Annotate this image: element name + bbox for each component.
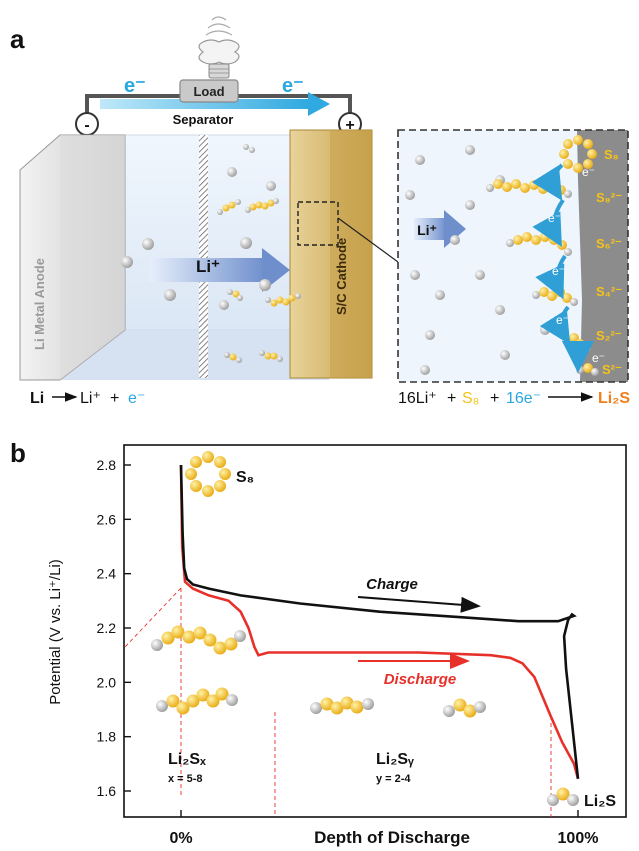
bulb-icon bbox=[198, 16, 240, 79]
species-s6-2: S₆²⁻ bbox=[596, 236, 622, 251]
s8-ring-inset bbox=[559, 135, 597, 173]
short-chain-1 bbox=[443, 698, 486, 718]
eq-electrons: 16e⁻ bbox=[506, 390, 541, 407]
separator-label: Separator bbox=[173, 112, 234, 127]
x-tick-label: 100% bbox=[558, 830, 599, 847]
cathode-equation: 16Li⁺ + S₈ + 16e⁻ Li₂S bbox=[398, 390, 630, 407]
x-axis-label: Depth of Discharge bbox=[314, 828, 470, 847]
x-axis: 0% 100% bbox=[169, 810, 598, 847]
panel-b: b 1.6 1.8 2.0 2.2 2.4 2.6 2.8 0% 100% Potential… bbox=[10, 438, 627, 847]
y-tick-label: 2.8 bbox=[97, 457, 117, 473]
x-tick-label: 0% bbox=[169, 830, 192, 847]
electron-label-left: e⁻ bbox=[124, 75, 146, 97]
long-chain-2 bbox=[156, 687, 238, 715]
species-s-2: S²⁻ bbox=[602, 362, 622, 377]
li2sy-label: Li₂Sᵧ bbox=[376, 751, 414, 768]
separator bbox=[199, 135, 208, 378]
li2s-label: Li₂S bbox=[584, 793, 616, 810]
species-s8-2: S₈²⁻ bbox=[596, 190, 622, 205]
zoom-li-arrow bbox=[414, 218, 446, 240]
potential-curves bbox=[179, 464, 580, 780]
zoom-electron-1: e⁻ bbox=[548, 211, 561, 225]
discharge-curve bbox=[179, 464, 580, 780]
charge-arrow bbox=[357, 596, 481, 613]
plot-frame bbox=[123, 444, 627, 818]
eq-li: Li bbox=[30, 390, 44, 407]
polysulfide-chains bbox=[217, 144, 301, 363]
panel-a: a e⁻ e⁻ Load - + Separator bbox=[10, 16, 630, 407]
charge-label: Charge bbox=[366, 576, 418, 593]
s8-ring-plot bbox=[185, 451, 231, 497]
discharge-label: Discharge bbox=[384, 671, 457, 688]
negative-terminal-label: - bbox=[84, 117, 89, 134]
zoom-electron-0: e⁻ bbox=[582, 165, 595, 179]
eq-li-ion: Li⁺ bbox=[80, 390, 101, 407]
species-s8: S₈ bbox=[604, 147, 619, 162]
eq-coef: 16Li⁺ bbox=[398, 390, 437, 407]
anode-equation: Li Li⁺ + e⁻ bbox=[30, 390, 145, 407]
zoom-electron-4: e⁻ bbox=[592, 351, 605, 365]
zoom-electron-2: e⁻ bbox=[552, 264, 565, 278]
anode-label: Li Metal Anode bbox=[32, 258, 47, 350]
y-tick-label: 2.4 bbox=[97, 566, 117, 582]
eq-s8: S₈ bbox=[462, 390, 479, 407]
eq-product: Li₂S bbox=[598, 390, 630, 407]
li2sx-label: Li₂Sₓ bbox=[168, 751, 206, 768]
li-ions bbox=[121, 167, 276, 310]
eq-plus: + bbox=[110, 390, 119, 407]
y-axis: 1.6 1.8 2.0 2.2 2.4 2.6 2.8 bbox=[97, 457, 131, 799]
li2sx-range: x = 5-8 bbox=[168, 773, 203, 785]
battery-cell: Li Metal Anode S/C Cathode Li⁺ bbox=[19, 129, 399, 381]
li2sy-range: y = 2-4 bbox=[376, 773, 411, 785]
species-s4-2: S₄²⁻ bbox=[596, 284, 622, 299]
long-chain-1 bbox=[151, 625, 246, 655]
y-axis-label: Potential (V vs. Li⁺/Li) bbox=[47, 559, 64, 704]
y-tick-label: 2.0 bbox=[97, 674, 117, 690]
y-tick-label: 1.8 bbox=[97, 729, 117, 745]
eq-plus-1: + bbox=[447, 390, 456, 407]
eq-plus-2: + bbox=[490, 390, 499, 407]
zoom-inset: Li⁺ bbox=[397, 129, 629, 383]
y-tick-label: 2.2 bbox=[97, 620, 117, 636]
charge-curve bbox=[179, 464, 580, 779]
y-tick-label: 1.6 bbox=[97, 783, 117, 799]
mid-chain-1 bbox=[310, 696, 374, 715]
zoom-li-label: Li⁺ bbox=[417, 222, 437, 238]
li-ion-label: Li⁺ bbox=[196, 257, 220, 276]
cathode-label: S/C Cathode bbox=[334, 238, 349, 315]
load-box bbox=[179, 79, 239, 103]
eq-electron: e⁻ bbox=[128, 390, 145, 407]
li-ion-arrow bbox=[150, 258, 265, 282]
reduction-arrows bbox=[531, 163, 594, 373]
panel-a-label: a bbox=[10, 24, 25, 54]
zoom-region bbox=[297, 201, 339, 246]
species-s2-2: S₂²⁻ bbox=[596, 328, 622, 343]
zoom-electron-3: e⁻ bbox=[556, 313, 569, 327]
panel-b-label: b bbox=[10, 438, 26, 468]
electron-label-right: e⁻ bbox=[282, 75, 304, 97]
y-tick-label: 2.6 bbox=[97, 511, 117, 527]
s8-label: S₈ bbox=[236, 469, 254, 486]
positive-terminal-label: + bbox=[345, 117, 354, 134]
li2s-molecule bbox=[547, 787, 579, 806]
load-label: Load bbox=[193, 84, 224, 99]
electron-flow-arrow bbox=[100, 99, 310, 109]
